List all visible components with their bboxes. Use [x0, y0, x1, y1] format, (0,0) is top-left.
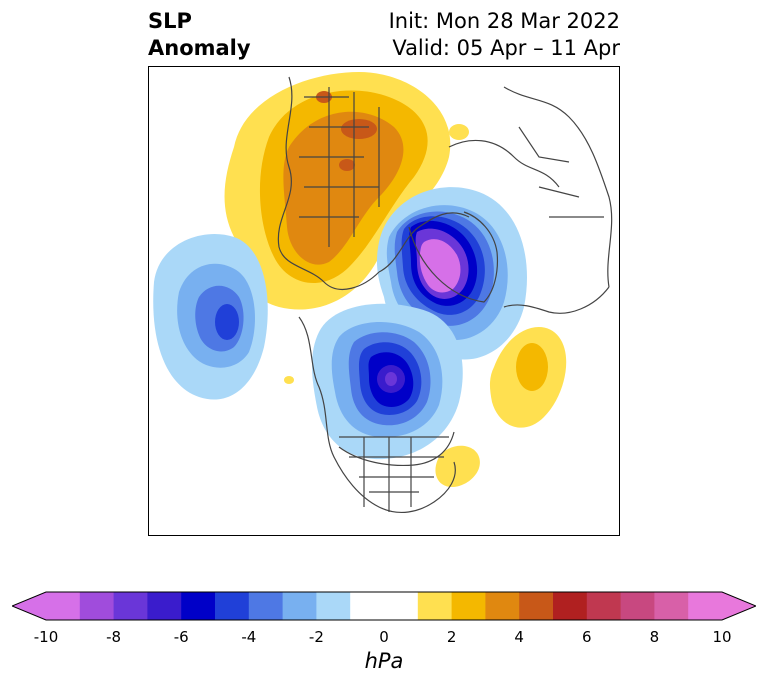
colorbar-tick-label: 10	[712, 628, 732, 646]
colorbar-tick-label: 4	[514, 628, 524, 646]
colorbar	[12, 591, 756, 621]
colorbar-cell	[282, 592, 317, 620]
map-dates: Init: Mon 28 Mar 2022 Valid: 05 Apr – 11…	[300, 8, 620, 62]
negative-anomaly-pacific	[153, 234, 268, 400]
valid-range: Valid: 05 Apr – 11 Apr	[392, 36, 620, 60]
title-variable-type: Anomaly	[148, 36, 251, 60]
colorbar-cell	[215, 592, 250, 620]
colorbar-cell	[485, 592, 520, 620]
colorbar-tick-label: 0	[379, 628, 389, 646]
colorbar-cell	[417, 592, 453, 620]
anomaly-map	[153, 72, 613, 514]
colorbar-tick-label: -10	[33, 628, 59, 646]
colorbar-cell	[181, 592, 216, 620]
colorbar-unit: hPa	[364, 649, 404, 673]
colorbar-cell	[620, 592, 655, 620]
colorbar-tick-label: -2	[308, 628, 324, 646]
negative-anomaly-hudson	[312, 303, 463, 460]
colorbar-cell	[147, 592, 182, 620]
colorbar-cell	[384, 592, 419, 620]
colorbar-extend-below	[12, 592, 46, 620]
colorbar-extend-above	[722, 592, 756, 620]
init-date: Init: Mon 28 Mar 2022	[388, 9, 620, 33]
colorbar-cell	[688, 592, 723, 620]
map-panel	[148, 66, 620, 536]
coastlines	[277, 76, 613, 514]
map-title: SLP Anomaly	[148, 8, 348, 62]
colorbar-cell	[586, 592, 622, 620]
colorbar-tick-label: -4	[241, 628, 257, 646]
colorbar-tick-label: 8	[649, 628, 660, 646]
colorbar-tick-label: 2	[446, 628, 457, 646]
colorbar-cell	[350, 592, 385, 620]
colorbar-tick-label: -8	[106, 628, 122, 646]
colorbar-tick-label: -6	[173, 628, 189, 646]
colorbar-cell	[79, 592, 115, 620]
colorbar-cell	[248, 592, 284, 620]
colorbar-cell	[46, 592, 81, 620]
title-variable: SLP	[148, 9, 192, 33]
colorbar-cell	[316, 592, 351, 620]
colorbar-tick-label: 6	[582, 628, 592, 646]
positive-anomaly-siberia	[224, 72, 451, 310]
colorbar-cell	[553, 592, 588, 620]
colorbar-cell	[654, 592, 689, 620]
positive-anomaly-atlantic	[284, 124, 567, 487]
colorbar-cell	[519, 592, 554, 620]
colorbar-cell	[451, 592, 486, 620]
colorbar-cell	[113, 592, 148, 620]
